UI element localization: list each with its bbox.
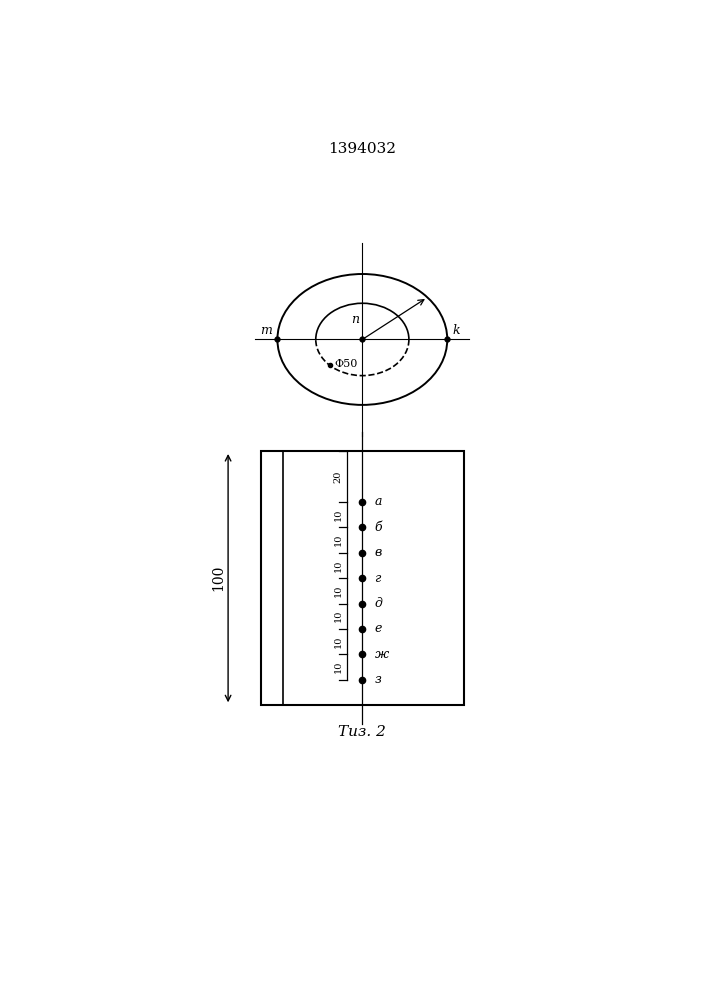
Text: 100: 100 (211, 565, 226, 591)
Text: Τиз. 2: Τиз. 2 (339, 725, 386, 739)
Text: 10: 10 (334, 534, 343, 546)
Text: з: з (375, 673, 381, 686)
Text: 10: 10 (334, 559, 343, 572)
Text: г: г (375, 572, 381, 585)
Text: 10: 10 (334, 635, 343, 648)
Text: 10: 10 (334, 508, 343, 521)
Text: 1394032: 1394032 (328, 142, 397, 156)
Text: 10: 10 (334, 610, 343, 622)
Text: 20: 20 (334, 470, 343, 483)
Text: б: б (375, 521, 382, 534)
Text: ж: ж (375, 648, 389, 661)
Text: m: m (260, 324, 272, 337)
Text: е: е (375, 622, 382, 635)
Text: д: д (375, 597, 382, 610)
Text: k: k (452, 324, 460, 337)
Text: Φ50: Φ50 (334, 359, 358, 369)
Text: а: а (375, 495, 382, 508)
Text: 10: 10 (334, 585, 343, 597)
Text: 10: 10 (334, 661, 343, 673)
Text: в: в (375, 546, 382, 559)
Text: n: n (351, 313, 360, 326)
